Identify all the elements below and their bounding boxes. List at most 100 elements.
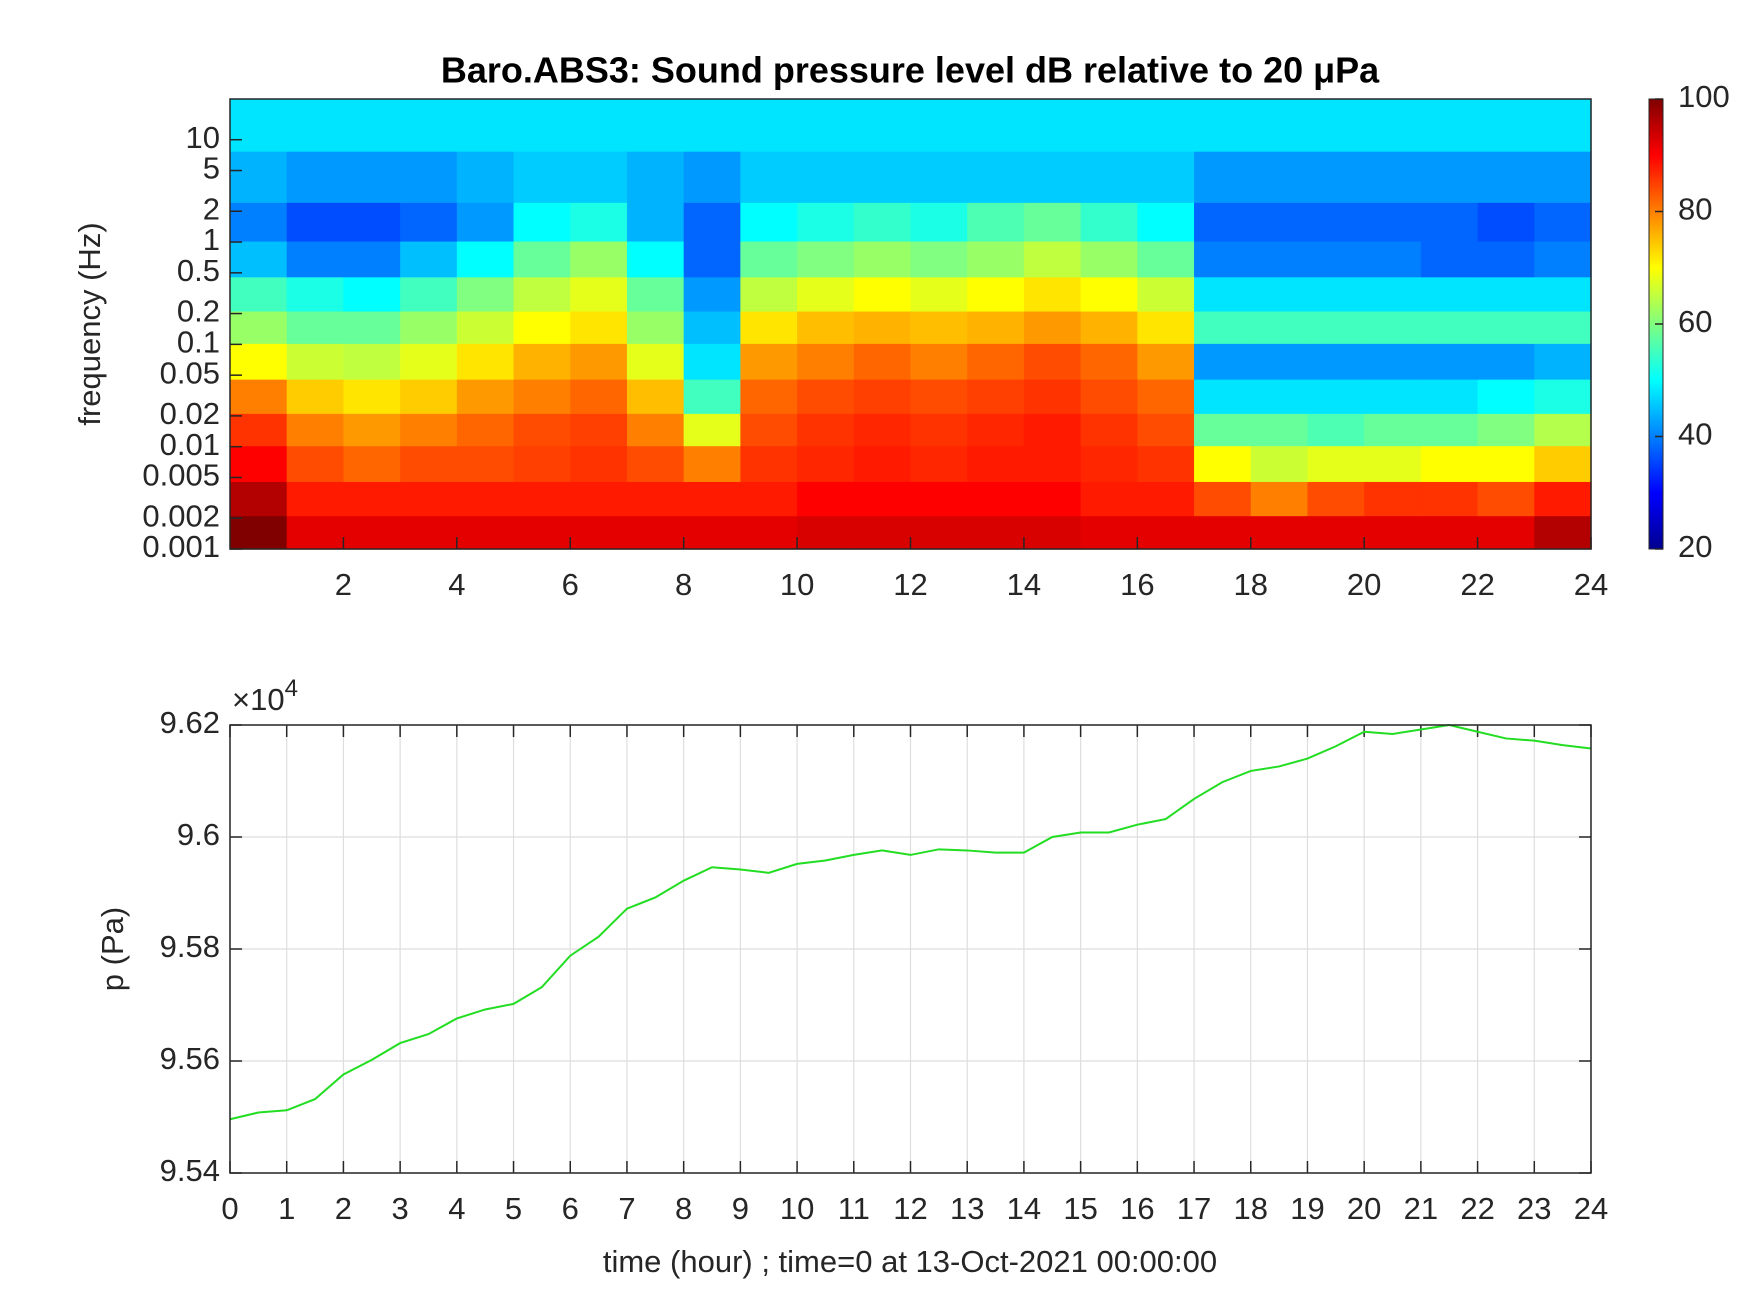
heatmap-cell <box>1420 343 1479 380</box>
colorbar-tick-label: 20 <box>1678 529 1712 564</box>
heatmap-cell <box>626 515 685 550</box>
y-tick-label: 1 <box>203 222 220 257</box>
heatmap-cell <box>230 276 288 312</box>
y-tick-label: 0.1 <box>177 325 220 360</box>
heatmap-cell <box>456 481 515 517</box>
heatmap-cell <box>1477 379 1535 414</box>
x-tick-label: 14 <box>1007 1191 1041 1226</box>
heatmap-cell <box>1250 99 1309 152</box>
x-tick-label: 3 <box>392 1191 409 1226</box>
heatmap-cell <box>230 379 288 414</box>
heatmap-cell <box>456 99 515 152</box>
heatmap-cell <box>967 240 1025 278</box>
heatmap-cell <box>1194 240 1252 278</box>
heatmap-cell <box>797 481 855 517</box>
heatmap-cell <box>1080 343 1138 380</box>
heatmap-cell <box>570 343 628 380</box>
heatmap-cell <box>1420 413 1479 447</box>
y-axis-label: frequency (Hz) <box>72 222 107 425</box>
heatmap-cell <box>1250 276 1309 312</box>
y-tick-label: 9.54 <box>160 1153 220 1188</box>
x-tick-label: 12 <box>893 1191 927 1226</box>
heatmap-cell <box>286 413 345 447</box>
heatmap-cell <box>1534 445 1592 482</box>
heatmap-cell <box>797 343 855 380</box>
heatmap-cell <box>343 413 401 447</box>
heatmap-cell <box>1477 99 1535 152</box>
heatmap-cell <box>1023 99 1082 152</box>
colorbar-tick-label: 100 <box>1678 79 1730 114</box>
x-tick-label: 11 <box>838 1191 870 1226</box>
heatmap-cell <box>1023 240 1082 278</box>
heatmap-cell <box>1307 240 1365 278</box>
x-tick-label: 10 <box>780 567 814 602</box>
heatmap-cell <box>1364 379 1422 414</box>
heatmap-cell <box>1023 310 1082 344</box>
heatmap-cell <box>1194 413 1252 447</box>
heatmap-cell <box>853 202 912 242</box>
heatmap-cell <box>1364 515 1422 550</box>
heatmap-cell <box>1307 481 1365 517</box>
y-tick-label: 0.001 <box>142 529 220 564</box>
y-multiplier: ×104 <box>232 675 298 717</box>
heatmap-cell <box>230 99 288 152</box>
heatmap-cell <box>1194 99 1252 152</box>
heatmap-cell <box>570 445 628 482</box>
heatmap-cell <box>1137 413 1195 447</box>
heatmap-cell <box>1023 151 1082 203</box>
x-tick-label: 8 <box>675 1191 692 1226</box>
heatmap-cell <box>286 445 345 482</box>
heatmap-cell <box>456 151 515 203</box>
heatmap-cell <box>343 310 401 344</box>
heatmap-cell <box>400 310 458 344</box>
heatmap-cell <box>967 99 1025 152</box>
heatmap-cell <box>740 240 798 278</box>
heatmap-cell <box>1194 379 1252 414</box>
heatmap-cell <box>1307 413 1365 447</box>
heatmap-cell <box>1023 481 1082 517</box>
heatmap-cell <box>1420 445 1479 482</box>
heatmap-cell <box>1534 343 1592 380</box>
x-tick-label: 6 <box>562 567 579 602</box>
heatmap-cell <box>967 379 1025 414</box>
heatmap-cell <box>1420 240 1479 278</box>
heatmap-cell <box>1420 481 1479 517</box>
x-tick-label: 18 <box>1234 1191 1268 1226</box>
heatmap-cell <box>1023 445 1082 482</box>
x-tick-label: 24 <box>1574 567 1608 602</box>
heatmap-cell <box>1137 379 1195 414</box>
heatmap-cell <box>1307 276 1365 312</box>
heatmap-cell <box>400 481 458 517</box>
heatmap-cell <box>1420 202 1479 242</box>
y-tick-label: 0.05 <box>160 355 220 390</box>
heatmap-cell <box>1080 310 1138 344</box>
heatmap-cell <box>626 276 685 312</box>
heatmap-cell <box>1137 310 1195 344</box>
heatmap-cell <box>683 379 741 414</box>
heatmap-cell <box>1080 515 1138 550</box>
heatmap-cell <box>456 276 515 312</box>
heatmap-cell <box>1080 240 1138 278</box>
heatmap-cell <box>853 515 912 550</box>
heatmap-cell <box>513 99 571 152</box>
heatmap-cell <box>343 276 401 312</box>
heatmap-cell <box>570 413 628 447</box>
heatmap-cell <box>400 276 458 312</box>
multiplier-exponent: 4 <box>285 675 298 702</box>
heatmap-cell <box>1534 515 1592 550</box>
heatmap-cell <box>683 481 741 517</box>
heatmap-cell <box>797 151 855 203</box>
heatmap-cell <box>400 379 458 414</box>
y-tick-label: 9.62 <box>160 705 220 740</box>
heatmap-cell <box>400 343 458 380</box>
heatmap-cell <box>456 413 515 447</box>
y-tick-label: 0.02 <box>160 396 220 431</box>
heatmap-cell <box>1023 202 1082 242</box>
x-tick-label: 5 <box>505 1191 522 1226</box>
heatmap-cell <box>1194 310 1252 344</box>
heatmap-cell <box>683 515 741 550</box>
heatmap-cell <box>570 99 628 152</box>
x-tick-label: 13 <box>950 1191 984 1226</box>
heatmap-cell <box>683 240 741 278</box>
heatmap-cell <box>1137 240 1195 278</box>
